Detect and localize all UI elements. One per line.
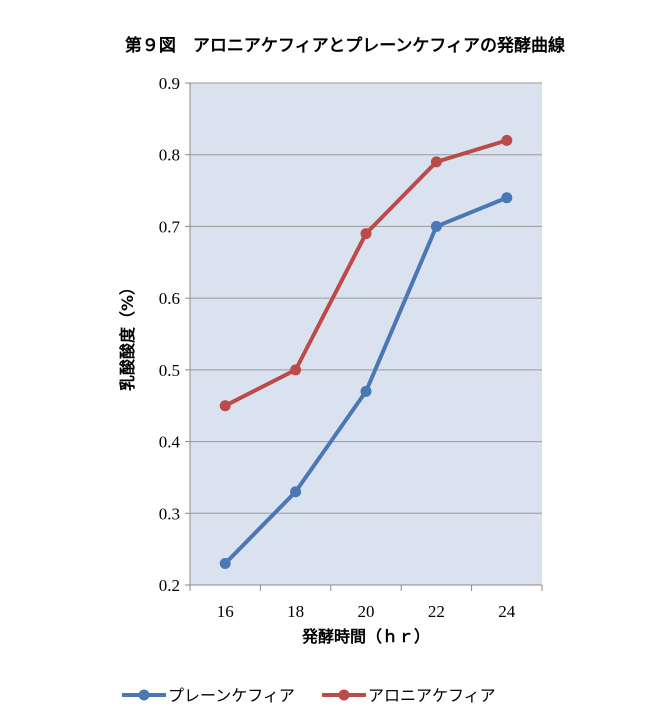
x-tick-label-1: 18 <box>287 602 304 621</box>
x-axis-label: 発酵時間（ｈｒ） <box>301 627 430 646</box>
data-point-0-1 <box>290 486 302 498</box>
series-1 <box>219 134 513 412</box>
series-lines <box>219 134 513 569</box>
x-tick-label-3: 22 <box>428 602 445 621</box>
data-point-0-4 <box>501 192 513 204</box>
y-tick-label-2: 0.4 <box>159 433 181 452</box>
y-axis-label: 乳酸酸度（%） <box>118 279 137 391</box>
legend-marker-0 <box>138 689 150 701</box>
legend: プレーンケフィア アロニアケフィア <box>122 686 496 705</box>
x-tick-label-0: 16 <box>217 602 234 621</box>
legend-label-0: プレーンケフィア <box>168 686 295 705</box>
legend-marker-1 <box>338 689 350 701</box>
gridlines <box>190 82 542 586</box>
plot-area <box>190 83 542 585</box>
axes <box>189 83 542 586</box>
x-axis-ticks: 16 18 20 22 24 <box>189 585 543 621</box>
series-0 <box>219 192 513 569</box>
data-point-1-3 <box>430 156 442 168</box>
chart-title: 第９図 アロニアケフィアとプレーンケフィアの発酵曲線 <box>125 35 565 56</box>
legend-item-0: プレーンケフィア <box>122 686 295 705</box>
legend-label-1: アロニアケフィア <box>368 686 496 705</box>
y-tick-label-7: 0.9 <box>159 74 180 93</box>
x-tick-label-2: 20 <box>358 602 375 621</box>
y-tick-label-4: 0.6 <box>159 289 180 308</box>
y-tick-label-5: 0.7 <box>159 217 181 236</box>
data-point-0-3 <box>430 220 442 232</box>
data-point-1-1 <box>290 364 302 376</box>
data-point-0-2 <box>360 385 372 397</box>
y-tick-label-1: 0.3 <box>159 504 180 523</box>
y-tick-label-6: 0.8 <box>159 146 180 165</box>
y-axis-ticks: 0.2 0.3 0.4 0.5 0.6 0.7 0.8 0.9 <box>159 74 190 595</box>
x-tick-label-4: 24 <box>498 602 516 621</box>
y-tick-label-3: 0.5 <box>159 361 180 380</box>
data-point-1-2 <box>360 228 372 240</box>
data-point-1-0 <box>219 400 231 412</box>
y-tick-label-0: 0.2 <box>159 576 180 595</box>
data-point-0-0 <box>219 557 231 569</box>
data-point-1-4 <box>501 134 513 146</box>
legend-item-1: アロニアケフィア <box>322 686 496 705</box>
